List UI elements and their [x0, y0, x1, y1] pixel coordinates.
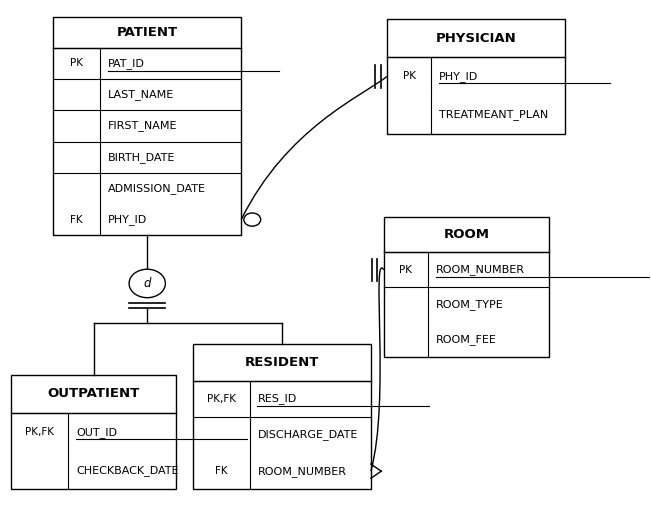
Bar	[53, 17, 242, 235]
Text: PK,FK: PK,FK	[25, 427, 54, 437]
Text: FK: FK	[215, 466, 227, 476]
Text: PK: PK	[399, 265, 412, 275]
Text: ROOM_TYPE: ROOM_TYPE	[436, 299, 503, 310]
Text: OUT_ID: OUT_ID	[76, 427, 117, 437]
Text: PK,FK: PK,FK	[206, 394, 236, 404]
Text: d: d	[143, 277, 151, 290]
Text: PHYSICIAN: PHYSICIAN	[436, 32, 517, 45]
Text: ROOM_NUMBER: ROOM_NUMBER	[436, 264, 525, 275]
Text: TREATMEANT_PLAN: TREATMEANT_PLAN	[439, 109, 548, 120]
Text: ROOM_FEE: ROOM_FEE	[436, 334, 497, 345]
Text: OUTPATIENT: OUTPATIENT	[48, 387, 140, 401]
Text: ROOM_NUMBER: ROOM_NUMBER	[257, 466, 346, 477]
Text: DISCHARGE_DATE: DISCHARGE_DATE	[257, 430, 358, 440]
Text: PATIENT: PATIENT	[117, 26, 178, 39]
Text: PAT_ID: PAT_ID	[107, 58, 145, 69]
Text: RESIDENT: RESIDENT	[245, 356, 319, 369]
Bar	[387, 19, 565, 133]
Bar	[193, 344, 371, 489]
Bar	[384, 217, 549, 357]
Text: FK: FK	[70, 215, 83, 224]
Text: ADMISSION_DATE: ADMISSION_DATE	[107, 183, 206, 194]
Bar	[11, 375, 176, 489]
Text: PHY_ID: PHY_ID	[439, 71, 478, 82]
Text: LAST_NAME: LAST_NAME	[107, 89, 174, 100]
Text: FIRST_NAME: FIRST_NAME	[107, 121, 177, 131]
Text: PHY_ID: PHY_ID	[107, 214, 147, 225]
Text: PK: PK	[70, 58, 83, 68]
Text: ROOM: ROOM	[443, 228, 490, 241]
Text: PK: PK	[402, 72, 415, 81]
Text: CHECKBACK_DATE: CHECKBACK_DATE	[76, 465, 178, 476]
Text: RES_ID: RES_ID	[257, 393, 297, 404]
Text: BIRTH_DATE: BIRTH_DATE	[107, 152, 175, 162]
